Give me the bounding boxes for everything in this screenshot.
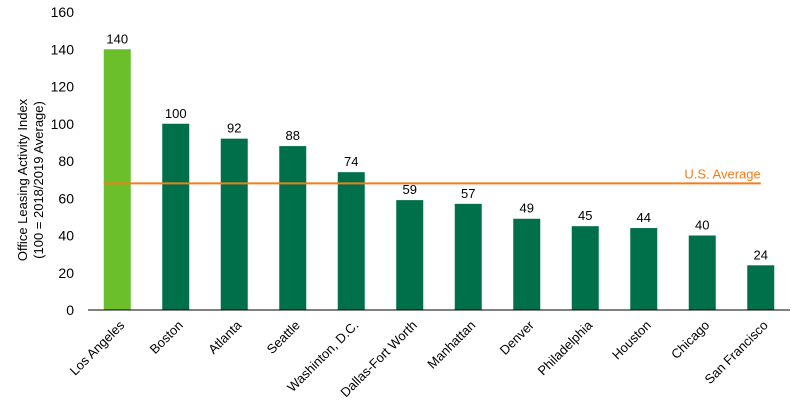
bar <box>396 200 424 310</box>
bar <box>162 123 190 310</box>
bar <box>220 138 248 310</box>
bar-value-label: 74 <box>344 154 358 169</box>
y-tick-label: 120 <box>51 79 75 95</box>
category-label: Los Angeles <box>67 317 128 378</box>
category-label: Seattle <box>264 318 303 357</box>
y-tick-label: 140 <box>51 41 75 57</box>
y-axis-title-line2: (100 = 2018/2019 Average) <box>31 101 46 259</box>
category-label: Atlanta <box>205 317 245 357</box>
bar-value-label: 24 <box>754 247 768 262</box>
y-axis-ticks: 0 20 40 60 80 100 120 140 160 <box>51 4 75 318</box>
y-tick-label: 100 <box>51 116 75 132</box>
y-tick-label: 160 <box>51 4 75 20</box>
y-tick-label: 80 <box>58 153 74 169</box>
bar-value-label: 100 <box>165 106 187 121</box>
category-label: Boston <box>147 318 186 357</box>
bar <box>571 226 599 310</box>
y-tick-label: 60 <box>58 190 74 206</box>
category-label: Philadelphia <box>535 317 596 378</box>
bars <box>103 49 775 310</box>
bar <box>279 146 307 310</box>
bar-value-label: 59 <box>403 182 417 197</box>
y-axis-title-line1: Office Leasing Activity Index <box>15 98 30 261</box>
bar-value-label: 40 <box>695 218 709 233</box>
bar <box>747 265 775 310</box>
bar-value-label: 44 <box>637 210 651 225</box>
bar-value-label: 57 <box>461 186 475 201</box>
bar-value-label: 92 <box>227 121 241 136</box>
bar-value-label: 49 <box>520 201 534 216</box>
category-label: Chicago <box>668 318 712 362</box>
bar-value-label: 88 <box>286 128 300 143</box>
reference-line-group: U.S. Average <box>103 166 761 185</box>
y-tick-label: 20 <box>58 265 74 281</box>
us-average-label: U.S. Average <box>684 166 760 181</box>
y-axis-title: Office Leasing Activity Index (100 = 201… <box>15 98 46 261</box>
bar <box>103 49 131 310</box>
category-label: Houston <box>609 318 654 363</box>
bar <box>513 218 541 310</box>
bar <box>688 235 716 310</box>
bar <box>630 228 658 310</box>
category-label: Denver <box>497 317 538 358</box>
y-tick-label: 0 <box>66 302 74 318</box>
bar <box>454 203 482 310</box>
data-labels: 140 100 92 88 74 59 57 49 45 44 40 24 <box>106 31 768 262</box>
y-tick-label: 40 <box>58 228 74 244</box>
bar-value-label: 45 <box>578 208 592 223</box>
bar-value-label: 140 <box>106 31 128 46</box>
bar <box>337 172 365 310</box>
category-label: Manhattan <box>424 318 478 372</box>
category-labels: Los Angeles Boston Atlanta SeattleWashinton… <box>67 317 771 400</box>
